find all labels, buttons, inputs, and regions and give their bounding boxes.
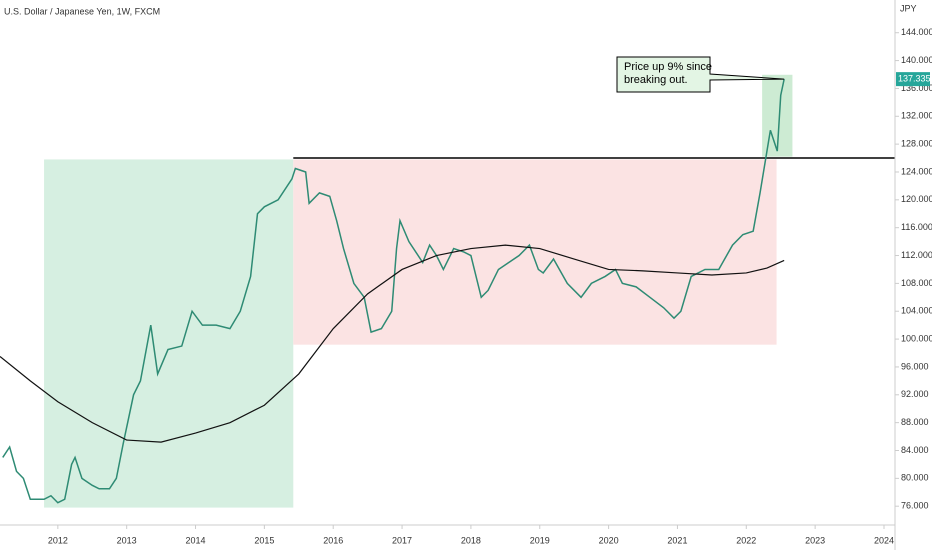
y-tick-label: 108.000 (901, 278, 932, 288)
y-tick-label: 144.000 (901, 27, 932, 37)
callout-box (616, 56, 785, 93)
callout-text: Price up 9% since (624, 61, 712, 73)
y-tick-label: 128.000 (901, 139, 932, 149)
y-tick-label: 76.000 (901, 501, 929, 511)
y-tick-label: 100.000 (901, 333, 932, 343)
y-tick-label: 96.000 (901, 361, 929, 371)
x-tick-label: 2021 (667, 535, 687, 545)
x-tick-label: 2013 (117, 535, 137, 545)
y-tick-label: 120.000 (901, 194, 932, 204)
y-axis-label: JPY (900, 3, 917, 13)
last-price-label: 137.335 (898, 74, 931, 84)
y-tick-label: 88.000 (901, 417, 929, 427)
y-tick-label: 124.000 (901, 166, 932, 176)
x-tick-label: 2015 (254, 535, 274, 545)
zone (293, 159, 777, 345)
x-tick-label: 2012 (48, 535, 68, 545)
x-tick-label: 2019 (530, 535, 550, 545)
y-tick-label: 136.000 (901, 83, 932, 93)
chart-title: U.S. Dollar / Japanese Yen, 1W, FXCM (4, 6, 160, 16)
y-tick-label: 116.000 (901, 222, 932, 232)
x-tick-label: 2022 (736, 535, 756, 545)
y-tick-label: 80.000 (901, 473, 929, 483)
x-tick-label: 2018 (461, 535, 481, 545)
y-tick-label: 92.000 (901, 389, 929, 399)
x-tick-label: 2024 (874, 535, 894, 545)
x-tick-label: 2016 (323, 535, 343, 545)
y-tick-label: 112.000 (901, 250, 932, 260)
y-tick-label: 84.000 (901, 445, 929, 455)
y-tick-label: 104.000 (901, 306, 932, 316)
last-price-box (896, 72, 930, 87)
plot-area (0, 74, 895, 508)
callout-text: breaking out. (624, 74, 688, 86)
y-tick-label: 132.000 (901, 111, 932, 121)
y-tick-label: 140.000 (901, 55, 932, 65)
x-tick-label: 2020 (599, 535, 619, 545)
x-tick-label: 2023 (805, 535, 825, 545)
series-line (2, 78, 785, 504)
x-tick-label: 2017 (392, 535, 412, 545)
series-line (0, 244, 785, 443)
zone (44, 159, 294, 508)
x-tick-label: 2014 (186, 535, 206, 545)
